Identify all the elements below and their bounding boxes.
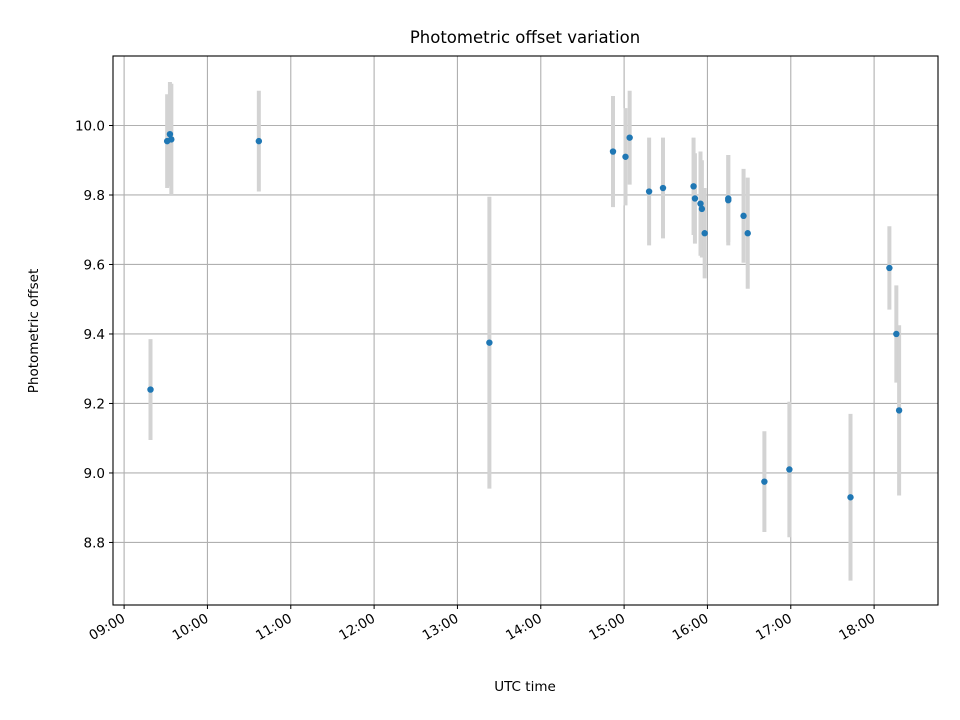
data-point <box>786 466 793 473</box>
x-tick-label: 14:00 <box>503 611 545 644</box>
x-tick-label: 12:00 <box>336 611 378 644</box>
x-tick-label: 09:00 <box>86 611 128 644</box>
x-tick-label: 17:00 <box>753 611 795 644</box>
data-point <box>740 212 747 220</box>
data-point <box>886 264 893 272</box>
x-tick-label: 10:00 <box>170 611 212 644</box>
y-tick-label: 9.0 <box>84 466 105 482</box>
data-point <box>168 136 175 143</box>
x-tick-label: 16:00 <box>670 611 712 644</box>
y-tick-label: 9.4 <box>84 327 105 343</box>
y-tick-label: 9.6 <box>84 257 105 273</box>
data-point <box>725 196 732 204</box>
axis-ticks: 8.8 9.0 9.2 9.4 9.6 9.8 10.0 09:00 10:00 11:00 12:… <box>75 118 878 643</box>
x-axis-label: UTC time <box>494 679 556 695</box>
data-point <box>701 230 708 237</box>
data-point <box>895 407 903 414</box>
x-tick-label: 18:00 <box>836 611 878 644</box>
data-point <box>691 195 699 202</box>
chart-title: Photometric offset variation <box>410 28 640 47</box>
y-axis-label: Photometric offset <box>26 269 42 393</box>
data-point <box>697 200 704 207</box>
data-point <box>659 184 667 192</box>
data-point <box>761 478 768 485</box>
data-point <box>645 188 653 195</box>
plot-frame <box>112 55 939 606</box>
data-point <box>255 137 263 145</box>
y-tick-label: 10.0 <box>75 118 105 134</box>
data-point <box>690 183 697 190</box>
data-point <box>698 205 706 213</box>
data-point <box>622 153 629 160</box>
data-point <box>626 134 633 141</box>
data-points <box>147 130 903 501</box>
data-point <box>744 230 751 237</box>
data-point <box>166 130 174 138</box>
y-tick-label: 9.2 <box>84 396 105 412</box>
data-point <box>609 148 617 155</box>
grid-lines <box>113 56 938 605</box>
data-point <box>147 386 154 393</box>
data-point <box>893 330 900 338</box>
y-tick-label: 8.8 <box>84 535 105 551</box>
x-tick-label: 13:00 <box>420 611 462 644</box>
x-tick-label: 11:00 <box>253 611 295 644</box>
error-bars <box>148 82 902 581</box>
y-tick-label: 9.8 <box>84 188 105 204</box>
data-point <box>486 339 493 346</box>
data-point <box>847 494 854 501</box>
x-tick-label: 15:00 <box>586 611 628 644</box>
